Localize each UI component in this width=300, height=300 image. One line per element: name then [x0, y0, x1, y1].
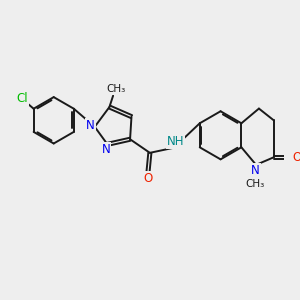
Text: O: O: [292, 151, 300, 164]
Text: N: N: [102, 143, 110, 156]
Text: CH₃: CH₃: [245, 179, 264, 189]
Text: N: N: [86, 119, 95, 132]
Text: CH₃: CH₃: [106, 84, 126, 94]
Text: O: O: [143, 172, 152, 185]
Text: NH: NH: [167, 135, 184, 148]
Text: N: N: [251, 164, 260, 177]
Text: Cl: Cl: [16, 92, 28, 105]
